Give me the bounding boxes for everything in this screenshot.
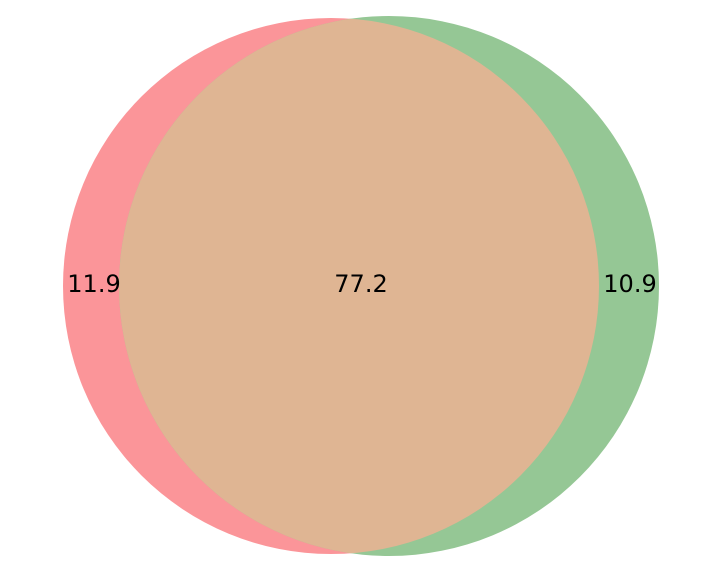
venn-left-only-value-label: 11.9 [67,270,120,298]
venn-right-only-value-label: 10.9 [603,270,656,298]
venn-intersection-region [119,18,599,554]
venn-intersection-value-label: 77.2 [334,270,387,298]
